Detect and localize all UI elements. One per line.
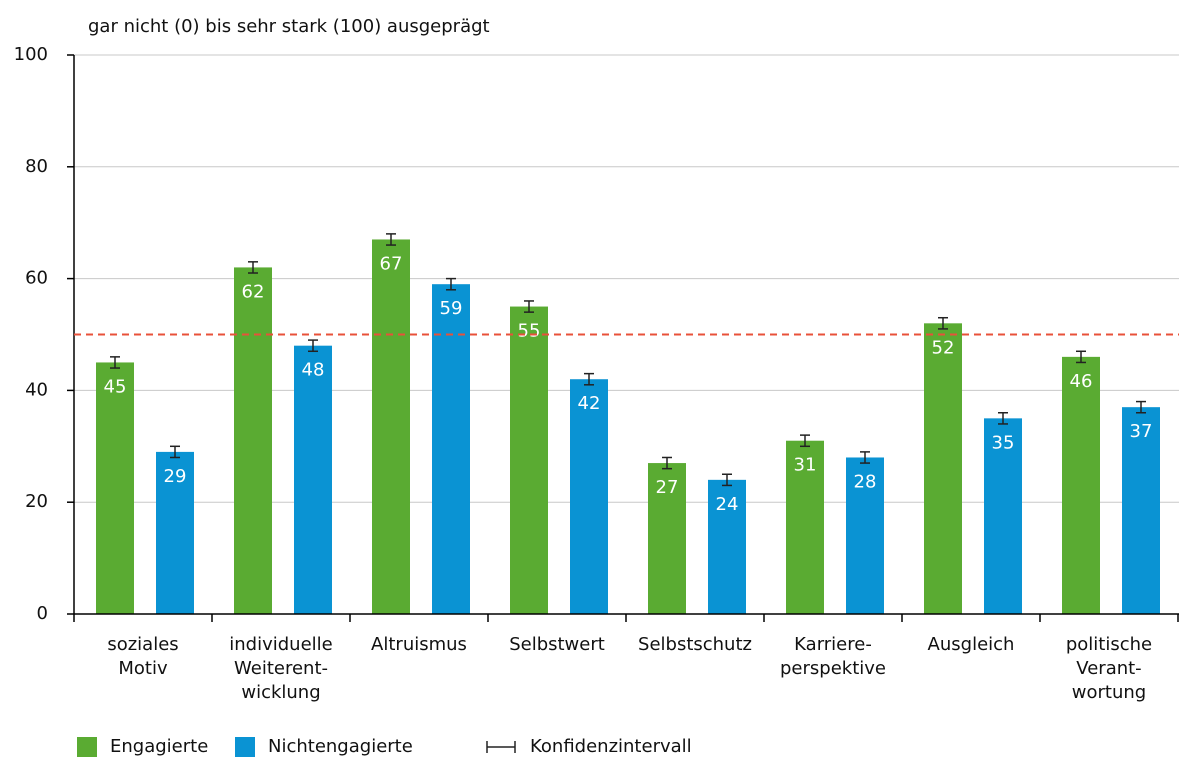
- bar: [432, 284, 470, 614]
- y-tick-label: 60: [25, 268, 48, 289]
- y-tick-label: 40: [25, 379, 48, 400]
- bar: [1062, 356, 1100, 614]
- bar: [510, 306, 548, 614]
- chart-subtitle: gar nicht (0) bis sehr stark (100) ausge…: [88, 16, 490, 37]
- x-tick-label: wicklung: [241, 682, 320, 703]
- x-tick-label: perspektive: [780, 658, 886, 679]
- bar: [156, 451, 194, 614]
- bar: [924, 323, 962, 614]
- x-tick-label: politische: [1066, 634, 1152, 655]
- y-tick-label: 80: [25, 156, 48, 177]
- x-tick-label: Selbstschutz: [638, 634, 752, 655]
- bar: [372, 239, 410, 614]
- y-tick-label: 100: [14, 44, 48, 65]
- bar: [846, 457, 884, 614]
- y-tick-label: 0: [37, 603, 48, 624]
- x-tick-label: Ausgleich: [928, 634, 1015, 655]
- x-tick-label: individuelle: [229, 634, 332, 655]
- x-tick-label: Verant-: [1076, 658, 1141, 679]
- value-label: 52: [932, 337, 955, 358]
- value-label: 59: [440, 298, 463, 319]
- value-label: 48: [302, 360, 325, 381]
- legend-swatch: [235, 737, 255, 757]
- value-label: 55: [518, 321, 541, 342]
- bar: [984, 418, 1022, 614]
- x-tick-label: Selbstwert: [509, 634, 605, 655]
- x-tick-label: Motiv: [118, 658, 168, 679]
- value-label: 27: [656, 477, 679, 498]
- legend-swatch: [77, 737, 97, 757]
- value-label: 42: [578, 393, 601, 414]
- legend-label: Konfidenzintervall: [530, 736, 692, 757]
- bar: [708, 479, 746, 614]
- bar: [96, 362, 134, 614]
- value-label: 45: [104, 376, 127, 397]
- value-label: 62: [242, 281, 265, 302]
- value-label: 37: [1130, 421, 1153, 442]
- value-label: 28: [854, 471, 877, 492]
- x-tick-label: Altruismus: [371, 634, 467, 655]
- x-tick-label: wortung: [1072, 682, 1146, 703]
- bar: [648, 463, 686, 614]
- value-label: 67: [380, 253, 403, 274]
- legend-label: Engagierte: [110, 736, 208, 757]
- x-tick-label: soziales: [107, 634, 178, 655]
- bar: [786, 440, 824, 614]
- value-label: 24: [716, 494, 739, 515]
- bar: [294, 345, 332, 614]
- legend-label: Nichtengagierte: [268, 736, 413, 757]
- bar: [570, 379, 608, 614]
- value-label: 29: [164, 466, 187, 487]
- y-tick-label: 20: [25, 491, 48, 512]
- value-label: 31: [794, 455, 817, 476]
- bar: [1122, 407, 1160, 614]
- value-label: 35: [992, 432, 1015, 453]
- value-label: 46: [1070, 371, 1093, 392]
- bar: [234, 267, 272, 614]
- x-tick-label: Weiterent-: [234, 658, 328, 679]
- x-tick-label: Karriere-: [794, 634, 872, 655]
